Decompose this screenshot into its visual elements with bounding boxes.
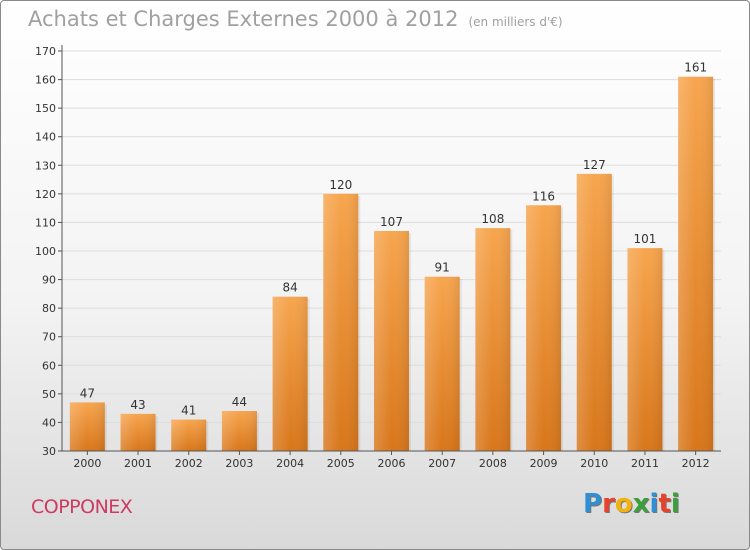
- bar-highlight: [69, 402, 105, 451]
- y-tick-label: 130: [35, 159, 56, 172]
- bar-value-label: 161: [684, 61, 707, 75]
- x-tick-label: 2008: [479, 457, 507, 470]
- bar-highlight: [678, 76, 714, 451]
- bar-highlight: [526, 205, 562, 451]
- y-tick-label: 150: [35, 102, 56, 115]
- commune-name: COPPONEX: [31, 496, 133, 518]
- bar-value-label: 127: [583, 158, 606, 172]
- x-tick-label: 2000: [73, 457, 101, 470]
- y-tick-label: 30: [42, 445, 56, 458]
- logo-letter: P: [583, 489, 603, 519]
- bar-value-label: 91: [435, 261, 450, 275]
- bar-value-label: 43: [130, 398, 145, 412]
- x-tick-label: 2006: [378, 457, 406, 470]
- chart-title: Achats et Charges Externes 2000 à 2012 (e…: [28, 7, 563, 31]
- bar-value-label: 101: [634, 232, 657, 246]
- x-tick-label: 2012: [682, 457, 710, 470]
- bar-value-label: 120: [329, 178, 352, 192]
- y-tick-label: 160: [35, 74, 56, 87]
- chart-subtitle: (en milliers d'€): [468, 15, 563, 29]
- bar-value-label: 108: [481, 212, 504, 226]
- logo-letter: r: [602, 489, 615, 519]
- bar-value-label: 84: [282, 281, 297, 295]
- bar-highlight: [272, 296, 308, 451]
- bar-highlight: [576, 173, 612, 451]
- bar-value-label: 107: [380, 215, 403, 229]
- x-tick-label: 2010: [580, 457, 608, 470]
- y-tick-label: 170: [35, 45, 56, 58]
- bar-highlight: [627, 248, 663, 451]
- y-tick-label: 110: [35, 216, 56, 229]
- y-tick-label: 80: [42, 302, 56, 315]
- y-tick-label: 90: [42, 274, 56, 287]
- bar-highlight: [374, 231, 409, 451]
- bar-highlight: [120, 413, 156, 451]
- x-tick-label: 2007: [428, 457, 456, 470]
- bar-highlight: [221, 411, 257, 451]
- bar-value-label: 44: [232, 395, 247, 409]
- x-tick-label: 2005: [327, 457, 355, 470]
- logo-letter: o: [614, 489, 633, 519]
- y-tick-label: 140: [35, 131, 56, 144]
- bar-value-label: 47: [80, 386, 95, 400]
- x-tick-label: 2004: [276, 457, 304, 470]
- proxiti-logo[interactable]: Proxiti: [583, 489, 680, 519]
- bar-highlight: [323, 193, 359, 451]
- x-tick-label: 2011: [631, 457, 659, 470]
- bar-highlight: [424, 276, 460, 451]
- logo-letter: i: [670, 489, 680, 519]
- y-tick-label: 40: [42, 416, 56, 429]
- logo-letter: t: [658, 489, 671, 519]
- x-tick-label: 2009: [530, 457, 558, 470]
- y-tick-label: 120: [35, 188, 56, 201]
- bar-value-label: 41: [181, 404, 196, 418]
- y-tick-label: 70: [42, 331, 56, 344]
- y-tick-label: 60: [42, 359, 56, 372]
- axis-layer: 30 40 50 60 70 80 90 100 110 120 130 140 150 160 170 20…: [35, 45, 721, 470]
- x-tick-label: 2003: [225, 457, 253, 470]
- y-tick-label: 100: [35, 245, 56, 258]
- x-tick-label: 2001: [124, 457, 152, 470]
- bar-value-label: 116: [532, 189, 555, 203]
- logo-letter: x: [632, 489, 650, 519]
- logo-letter: i: [649, 489, 659, 519]
- bar-highlight: [475, 228, 511, 451]
- x-tick-label: 2002: [175, 457, 203, 470]
- y-tick-label: 50: [42, 388, 56, 401]
- chart-title-text: Achats et Charges Externes 2000 à 2012: [28, 7, 459, 31]
- bar-layer: 47 43 41 44 84 120 107 91 108 116 127 101 161: [69, 61, 716, 451]
- bar-highlight: [171, 419, 207, 451]
